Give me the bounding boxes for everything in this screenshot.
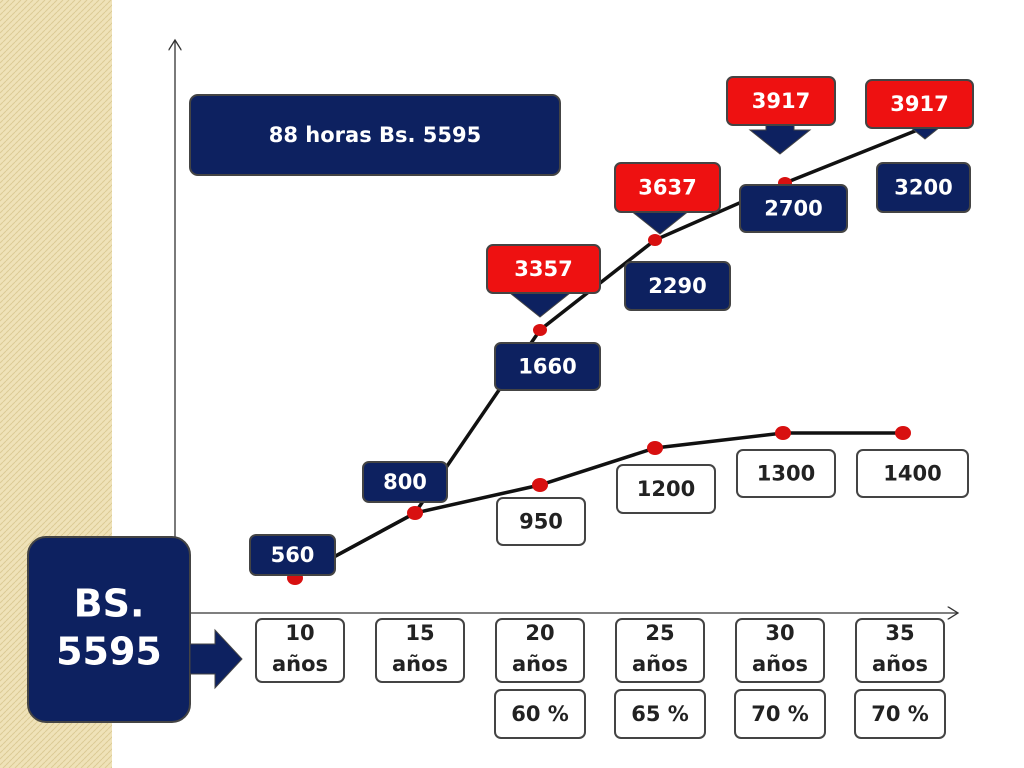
- point: [775, 426, 791, 440]
- category-years: 30: [765, 621, 794, 645]
- category-box: [855, 618, 945, 683]
- category-years: 35: [885, 621, 914, 645]
- point: [532, 478, 548, 492]
- lower-box: [616, 464, 716, 514]
- lower-box: [736, 449, 836, 498]
- category-years: 20: [525, 621, 554, 645]
- lower-line: [294, 431, 903, 580]
- category-unit: años: [512, 652, 568, 676]
- upper-box: [624, 261, 731, 311]
- upper-box-text: 800: [383, 470, 427, 494]
- category-box: [255, 618, 345, 683]
- upper-box-text: 2700: [764, 197, 822, 221]
- point: [407, 506, 423, 520]
- upper-box: [249, 534, 336, 576]
- percent-box-text: 60 %: [511, 702, 569, 726]
- percent-box: [854, 689, 946, 739]
- red-box-text: 3917: [890, 92, 948, 116]
- red-box-text: 3637: [638, 176, 696, 200]
- badge-line: BS.: [74, 582, 145, 626]
- upper-box: [362, 461, 448, 503]
- lower-box-text: 1300: [757, 462, 815, 486]
- upper-box-text: 560: [271, 543, 315, 567]
- upper-box-text: 2290: [648, 274, 706, 298]
- point: [533, 324, 547, 336]
- red-box-text: 3917: [752, 89, 810, 113]
- category-unit: años: [392, 652, 448, 676]
- category-unit: años: [872, 652, 928, 676]
- title-box: [189, 94, 561, 176]
- category-box: [375, 618, 465, 683]
- category-years: 15: [405, 621, 434, 645]
- category-years: 25: [645, 621, 674, 645]
- percent-box: [614, 689, 706, 739]
- lower-box-text: 1200: [637, 477, 695, 501]
- red-box: [865, 79, 974, 129]
- percent-box-text: 70 %: [871, 702, 929, 726]
- badge: [27, 536, 191, 723]
- badge-arrow: [189, 628, 243, 690]
- category-unit: años: [752, 652, 808, 676]
- point: [895, 426, 911, 440]
- badge-line: 5595: [56, 630, 162, 674]
- upper-box: [494, 342, 601, 391]
- lower-box-text: 950: [519, 510, 563, 534]
- lower-box: [496, 497, 586, 546]
- percent-box: [734, 689, 826, 739]
- red-box: [614, 162, 721, 213]
- upper-box-text: 3200: [894, 176, 952, 200]
- upper-box: [876, 162, 971, 213]
- category-box: [735, 618, 825, 683]
- boxes: 10 años 560 15 años 800 20 años 60 % 1660 3357 950 2…: [249, 76, 974, 739]
- percent-box-text: 70 %: [751, 702, 809, 726]
- category-box: [615, 618, 705, 683]
- upper-box-text: 1660: [518, 355, 576, 379]
- percent-box: [494, 689, 586, 739]
- category-years: 10: [285, 621, 314, 645]
- point: [648, 234, 662, 246]
- red-box: [486, 244, 601, 294]
- lower-box-text: 1400: [883, 462, 941, 486]
- category-unit: años: [632, 652, 688, 676]
- point: [647, 441, 663, 455]
- title-text: 88 horas Bs. 5595: [269, 123, 482, 147]
- category-unit: años: [272, 652, 328, 676]
- red-box: [726, 76, 836, 126]
- red-box-text: 3357: [514, 257, 572, 281]
- upper-box: [739, 184, 848, 233]
- category-box: [495, 618, 585, 683]
- percent-box-text: 65 %: [631, 702, 689, 726]
- lower-box: [856, 449, 969, 498]
